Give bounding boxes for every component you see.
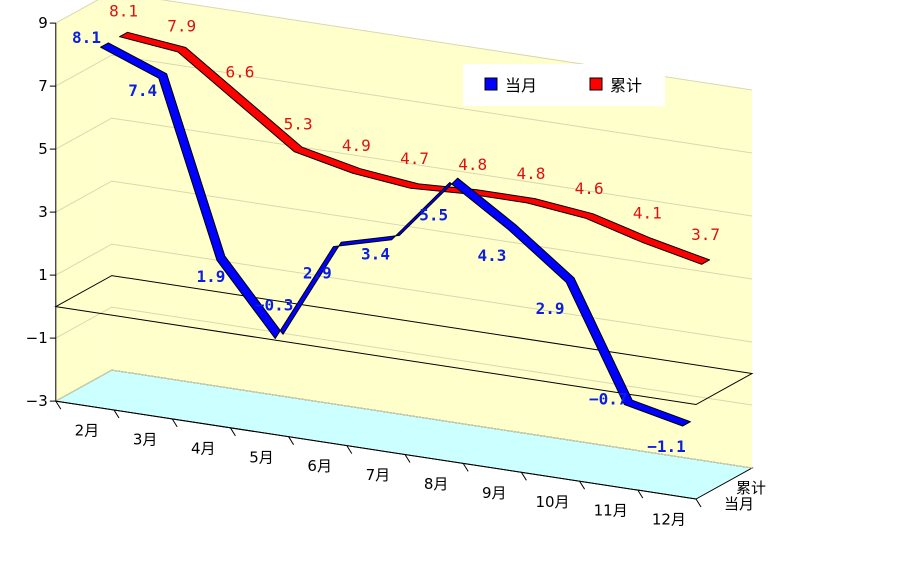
data-label-series-1: 2.9 xyxy=(303,263,332,282)
legend-label-series-1: 当月 xyxy=(505,76,537,95)
x-tick-label: 2月 xyxy=(75,422,100,440)
gridlines xyxy=(54,0,754,469)
x-tick-label: 8月 xyxy=(424,475,449,493)
x-tick xyxy=(171,418,178,428)
x-tick xyxy=(462,463,469,472)
x-tick xyxy=(404,454,411,463)
x-tick xyxy=(55,400,62,410)
y-tick-label: −3 xyxy=(26,392,48,410)
x-tick xyxy=(579,480,586,490)
data-labels: 8.1 7.9 6.6 5.3 4.9 4.7 4.8 4.8 4.6 4.1 3.7 8.1 7.4 1… xyxy=(72,2,720,456)
data-label-series-1: 3.4 xyxy=(361,245,390,264)
x-tick xyxy=(695,498,702,508)
series-lines xyxy=(100,31,710,427)
x-tick-label: 11月 xyxy=(594,502,628,520)
y-tick-label: 7 xyxy=(38,77,48,95)
x-tick xyxy=(520,472,527,481)
data-label-series-1: 8.1 xyxy=(72,28,101,47)
data-label-series-2: 7.9 xyxy=(167,17,196,36)
x-tick xyxy=(288,436,295,445)
x-tick-label: 5月 xyxy=(249,448,274,466)
x-tick-label: 3月 xyxy=(133,430,158,448)
x-tick-label: 9月 xyxy=(482,484,507,502)
data-label-series-2: 8.1 xyxy=(109,2,138,21)
gridline xyxy=(55,117,753,217)
depth-label: 累计 xyxy=(736,479,766,497)
gridline xyxy=(55,306,753,406)
y-tick-label: 5 xyxy=(38,140,48,158)
data-label-series-1: 1.9 xyxy=(196,267,225,286)
data-label-series-2: 4.8 xyxy=(516,164,545,183)
x-tick xyxy=(229,427,236,437)
depth-label: 当月 xyxy=(724,495,754,513)
legend-swatch-series-1 xyxy=(484,77,498,91)
x-tick xyxy=(113,409,120,419)
data-label-series-2: 4.8 xyxy=(458,155,487,174)
side-wall xyxy=(55,0,112,402)
data-label-series-1: 7.4 xyxy=(128,81,157,100)
x-axis xyxy=(55,400,697,500)
data-label-series-2: 4.7 xyxy=(400,149,429,168)
data-label-series-1: 2.9 xyxy=(536,299,565,318)
gridline xyxy=(55,243,753,343)
data-label-series-1: 4.3 xyxy=(477,246,506,265)
data-label-series-2: 4.9 xyxy=(342,136,371,155)
y-tick-label: 3 xyxy=(38,203,48,221)
x-tick-label: 12月 xyxy=(652,511,686,529)
y-tick-label: 1 xyxy=(38,266,48,284)
data-label-series-1: −0.7 xyxy=(589,389,628,408)
gridline xyxy=(55,54,753,154)
x-tick xyxy=(346,445,353,454)
series-ribbon-2 xyxy=(119,31,710,265)
data-label-series-2: 5.3 xyxy=(284,114,313,133)
gridline xyxy=(55,369,753,469)
data-label-series-1: 5.5 xyxy=(419,205,448,224)
zero-plane xyxy=(54,275,754,406)
series-ribbon-1 xyxy=(100,42,691,427)
x-tick-label: 4月 xyxy=(191,439,216,457)
back-wall xyxy=(111,0,752,468)
legend: 当月 累计 xyxy=(463,64,665,106)
x-tick-label: 6月 xyxy=(307,457,332,475)
gridline xyxy=(55,0,753,91)
legend-label-series-2: 累计 xyxy=(610,76,642,95)
data-label-series-1: −0.3 xyxy=(255,295,294,314)
x-tick-label: 10月 xyxy=(535,493,569,511)
data-label-series-2: 3.7 xyxy=(691,225,720,244)
legend-swatch-series-2 xyxy=(589,77,603,91)
x-tick-label: 7月 xyxy=(366,466,391,484)
data-label-series-2: 4.1 xyxy=(633,204,662,223)
data-label-series-2: 6.6 xyxy=(225,63,254,82)
data-label-series-2: 4.6 xyxy=(575,179,604,198)
y-tick-label: −1 xyxy=(26,329,48,347)
x-tick xyxy=(637,489,644,499)
data-label-series-1: −1.1 xyxy=(647,437,686,456)
y-tick-label: 9 xyxy=(38,14,48,32)
